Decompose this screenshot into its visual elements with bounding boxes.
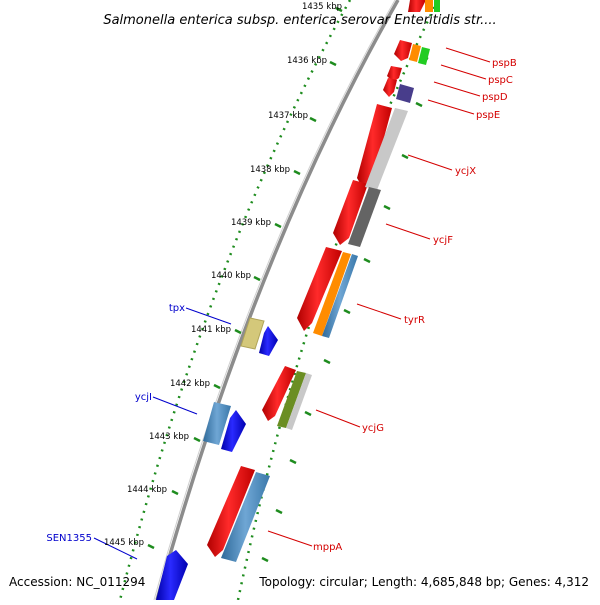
gene-ycjG[interactable]: [262, 366, 296, 421]
outer-tick-ring: [236, 0, 440, 601]
right-label-leaders: [267, 47, 491, 547]
map-title: Salmonella enterica subsp. enterica sero…: [103, 13, 496, 28]
gene-label-pspD[interactable]: pspD: [482, 92, 508, 103]
tick-label-1437: 1437 kbp: [268, 111, 308, 121]
scale-tick-marks: [147, 6, 343, 550]
gene-label-tyrR[interactable]: tyrR: [404, 315, 425, 326]
tick-label-1436: 1436 kbp: [287, 56, 327, 66]
gene-label-mppA[interactable]: mppA: [313, 542, 342, 553]
gene-label-tpx[interactable]: tpx: [169, 303, 185, 314]
tick-label-1438: 1438 kbp: [250, 165, 290, 175]
tick-label-1439: 1439 kbp: [231, 218, 271, 228]
gene-ycjX[interactable]: [357, 104, 392, 190]
gene-SEN1355[interactable]: [156, 550, 188, 600]
gene-pspD-red[interactable]: [383, 78, 397, 97]
tick-label-1444: 1444 kbp: [127, 485, 167, 495]
gene-tpx-cog: [240, 317, 265, 350]
tick-label-1441: 1441 kbp: [191, 325, 231, 335]
gene-tyrR[interactable]: [297, 247, 342, 331]
left-label-leaders: [93, 307, 232, 560]
gene-pspC-red[interactable]: [387, 66, 402, 82]
gene-label-ycjF[interactable]: ycjF: [433, 235, 453, 246]
right-gene-labels: pspB pspC pspD pspE ycjX ycjF tyrR ycjG …: [313, 58, 517, 553]
gene-ycjI-cog: [203, 402, 231, 445]
tick-label-1445: 1445 kbp: [104, 538, 144, 548]
tick-label-1440: 1440 kbp: [211, 271, 251, 281]
tick-label-1443: 1443 kbp: [149, 432, 189, 442]
gene-label-SEN1355[interactable]: SEN1355: [46, 533, 92, 544]
gene-pspB[interactable]: [394, 40, 412, 61]
gene-pspA[interactable]: [408, 0, 426, 12]
gene-label-ycjI[interactable]: ycjI: [135, 392, 152, 403]
reverse-genes: [156, 317, 278, 600]
topology-text: Topology: circular; Length: 4,685,848 bp…: [258, 575, 589, 589]
accession-text: Accession: NC_011294: [9, 575, 145, 589]
gene-tpx[interactable]: [259, 326, 278, 356]
gene-label-pspE[interactable]: pspE: [476, 110, 500, 121]
outer-ring-ticks: [261, 54, 429, 563]
gene-label-pspB[interactable]: pspB: [492, 58, 517, 69]
tick-label-1435: 1435 kbp: [302, 2, 342, 12]
cog-boxes-right: [221, 0, 440, 562]
inner-tick-ring: [118, 0, 352, 601]
tick-label-1442: 1442 kbp: [170, 379, 210, 389]
forward-genes: [207, 0, 426, 557]
genome-backbone-highlight: [153, 0, 396, 601]
genome-backbone: [155, 0, 400, 601]
left-gene-labels: tpx ycjI SEN1355: [46, 303, 185, 544]
gene-label-pspC[interactable]: pspC: [488, 75, 513, 86]
gene-ycjI[interactable]: [221, 410, 246, 452]
gene-label-ycjX[interactable]: ycjX: [455, 166, 476, 177]
gene-mppA[interactable]: [207, 466, 255, 557]
scale-labels: 1435 kbp 1436 kbp 1437 kbp 1438 kbp 1439…: [104, 2, 342, 548]
gene-label-ycjG[interactable]: ycjG: [362, 423, 384, 434]
gene-ycjF[interactable]: [333, 180, 368, 245]
